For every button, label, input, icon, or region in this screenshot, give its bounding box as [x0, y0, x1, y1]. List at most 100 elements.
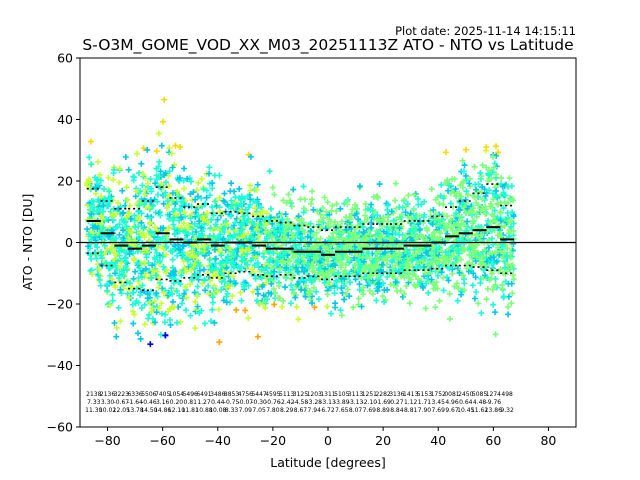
scatter-point: [329, 202, 336, 209]
scatter-point: [245, 230, 252, 237]
scatter-point: [111, 282, 118, 289]
scatter-point: [254, 333, 261, 340]
scatter-point: [237, 289, 244, 296]
bin-stat-label: 7.69: [363, 407, 377, 414]
scatter-point: [153, 148, 160, 155]
scatter-point: [211, 282, 218, 289]
scatter-point: [321, 194, 328, 201]
scatter-point: [138, 305, 145, 312]
scatter-point: [451, 283, 458, 290]
scatter-point: [505, 311, 512, 318]
scatter-point: [353, 210, 360, 217]
scatter-point: [477, 169, 484, 176]
scatter-point: [239, 226, 246, 233]
scatter-point: [471, 295, 478, 302]
scatter-point: [268, 280, 275, 287]
scatter-point: [337, 223, 344, 230]
scatter-point: [424, 275, 431, 282]
scatter-point: [294, 258, 301, 265]
scatter-point: [269, 220, 276, 227]
scatter-point: [309, 267, 316, 274]
scatter-point: [160, 289, 167, 296]
scatter-point: [130, 320, 137, 327]
scatter-point: [180, 258, 187, 265]
bin-stat-label: 9.32: [500, 407, 514, 414]
scatter-point: [177, 144, 184, 151]
scatter-point: [445, 258, 452, 265]
scatter-point: [221, 190, 228, 197]
scatter-point: [211, 246, 218, 253]
scatter-point: [504, 209, 511, 216]
scatter-point: [211, 319, 218, 326]
scatter-point: [247, 187, 254, 194]
scatter-point: [463, 177, 470, 184]
scatter-point: [419, 283, 426, 290]
scatter-point: [356, 281, 363, 288]
bin-stat-label: -1.69: [375, 399, 391, 406]
y-axis-ticks: −60 −40 −20 0 20 40 60: [47, 51, 80, 435]
scatter-point: [282, 228, 289, 235]
scatter-point: [160, 118, 167, 125]
scatter-point: [88, 211, 95, 218]
scatter-point: [122, 219, 129, 226]
scatter-point: [358, 275, 365, 282]
scatter-point: [216, 339, 223, 346]
bin-stat-label: 7.90: [418, 407, 432, 414]
scatter-point: [148, 185, 155, 192]
scatter-point: [461, 280, 468, 287]
scatter-point: [135, 274, 142, 281]
bin-stat-label: 4756: [238, 391, 253, 398]
scatter-point: [397, 287, 404, 294]
scatter-point: [455, 285, 462, 292]
scatter-point: [221, 224, 228, 231]
scatter-point: [124, 196, 131, 203]
scatter-point: [96, 266, 103, 273]
scatter-point: [104, 281, 111, 288]
scatter-point: [196, 218, 203, 225]
scatter-point: [390, 235, 397, 242]
scatter-point: [213, 203, 220, 210]
scatter-point: [238, 297, 245, 304]
scatter-point: [209, 185, 216, 192]
scatter-point: [101, 195, 108, 202]
scatter-point: [219, 236, 226, 243]
scatter-point: [157, 212, 164, 219]
scatter-point: [126, 251, 133, 258]
scatter-point: [129, 250, 136, 257]
scatter-point: [422, 270, 429, 277]
scatter-point: [325, 224, 332, 231]
scatter-point: [124, 290, 131, 297]
scatter-point: [438, 269, 445, 276]
scatter-point: [470, 270, 477, 277]
scatter-point: [380, 255, 387, 262]
scatter-point: [198, 224, 205, 231]
scatter-point: [478, 189, 485, 196]
scatter-point: [502, 192, 509, 199]
bin-stat-label: 7.80: [266, 407, 280, 414]
scatter-point: [475, 223, 482, 230]
scatter-point: [206, 170, 213, 177]
scatter-point: [162, 179, 169, 186]
scatter-point: [100, 202, 107, 209]
scatter-point: [88, 201, 95, 208]
scatter-point: [135, 169, 142, 176]
bin-stat-label: 11.62: [471, 407, 488, 414]
scatter-point: [208, 265, 215, 272]
scatter-point: [212, 197, 219, 204]
scatter-point: [191, 289, 198, 296]
scatter-point: [194, 283, 201, 290]
scatter-point: [215, 306, 222, 313]
scatter-point: [88, 255, 95, 262]
scatter-point: [181, 185, 188, 192]
scatter-point: [194, 293, 201, 300]
scatter-point: [160, 263, 167, 270]
scatter-point: [458, 291, 465, 298]
scatter-point: [233, 202, 240, 209]
bin-stat-label: 5085: [472, 391, 487, 398]
bin-stat-label: 2450: [458, 391, 473, 398]
scatter-point: [159, 253, 166, 260]
scatter-point: [126, 227, 133, 234]
scatter-point: [250, 198, 257, 205]
scatter-point: [497, 248, 504, 255]
scatter-point: [478, 260, 485, 267]
